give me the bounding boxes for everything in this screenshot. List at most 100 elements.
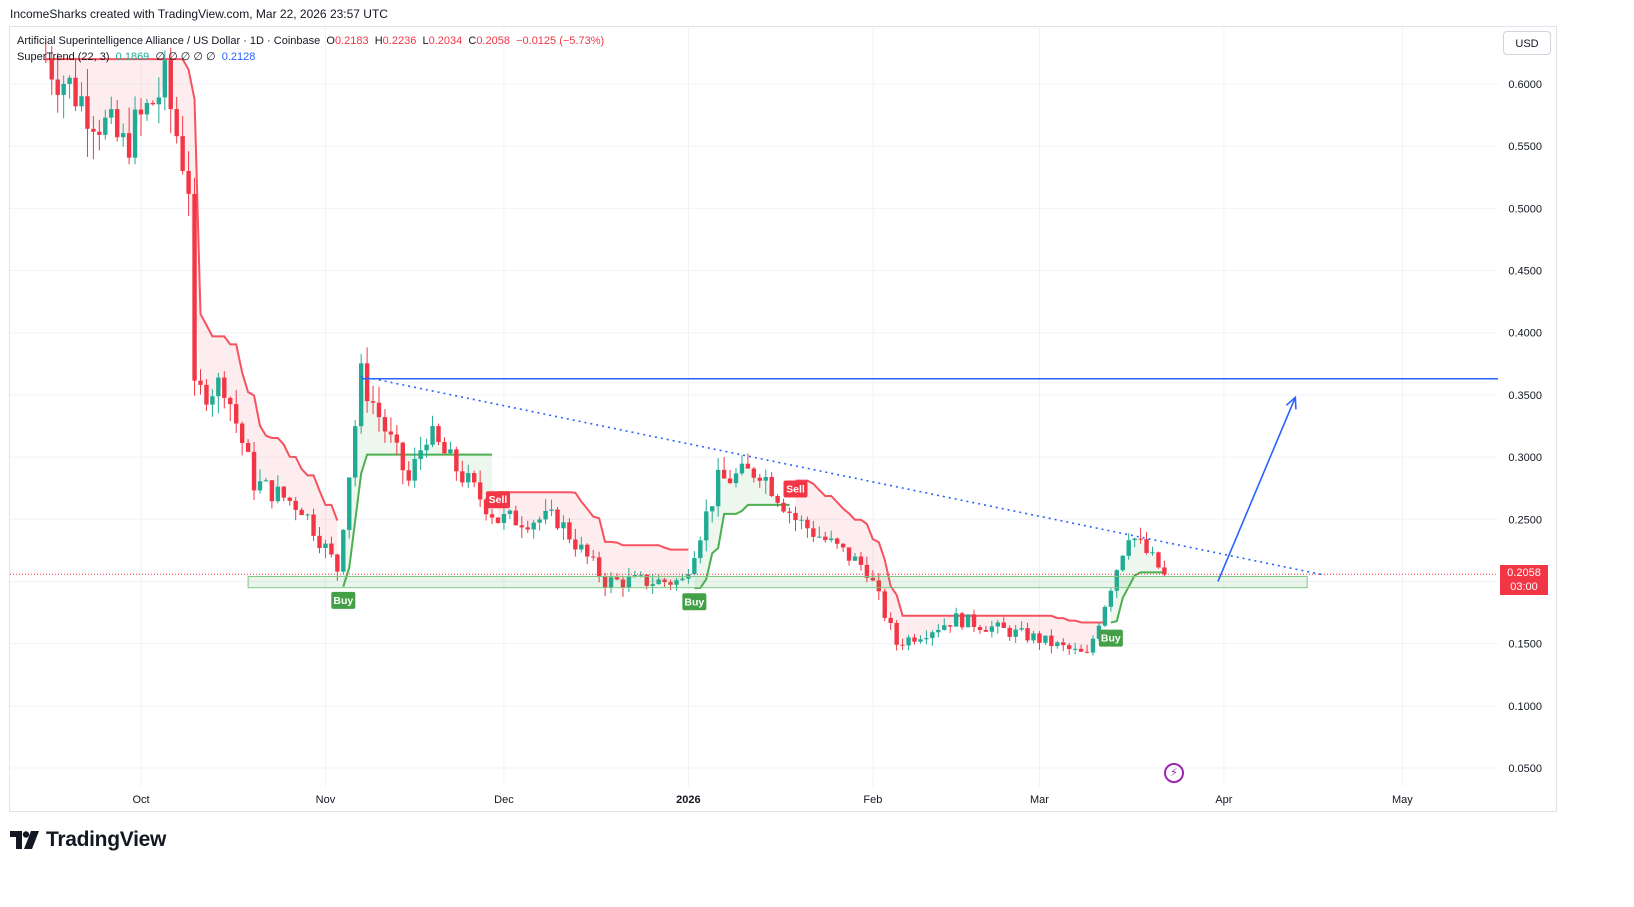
- candle: [156, 77, 162, 124]
- supertrend-fill-segment: [730, 478, 736, 514]
- candle-body: [376, 402, 382, 418]
- supertrend-fill-segment: [622, 545, 629, 584]
- candle-body: [341, 529, 346, 572]
- x-axis: Oct Nov Dec 2026 Feb Mar Apr May: [132, 794, 1413, 806]
- candle: [745, 453, 751, 469]
- supertrend-fill-segment: [1075, 620, 1082, 651]
- supertrend-fill-segment: [307, 475, 314, 526]
- candle: [721, 457, 727, 479]
- candle-body: [585, 544, 590, 557]
- candle-body: [769, 477, 774, 496]
- candle-body: [168, 60, 173, 110]
- candle-body: [888, 617, 893, 623]
- candle-body: [406, 470, 411, 481]
- currency-button[interactable]: USD: [1503, 31, 1551, 55]
- x-tick-label: Feb: [863, 794, 882, 806]
- supertrend-fill-segment: [825, 495, 832, 540]
- candle: [1090, 635, 1096, 656]
- candle-body: [329, 543, 334, 555]
- candle-body: [983, 629, 989, 632]
- candle-body: [436, 426, 441, 442]
- candle: [787, 507, 792, 524]
- candle: [858, 551, 864, 571]
- candle: [549, 499, 554, 516]
- candle-body: [811, 528, 816, 537]
- supertrend-fill-segment: [521, 492, 528, 529]
- candle-body: [103, 117, 108, 135]
- candle: [912, 633, 917, 645]
- candle-body: [97, 131, 102, 135]
- chart-legend: Artificial Superintelligence Alliance / …: [17, 33, 604, 65]
- supertrend-fill-segment: [265, 435, 272, 491]
- candle-body: [745, 463, 751, 469]
- candle-body: [1049, 635, 1054, 647]
- open-value: 0.2183: [334, 35, 369, 47]
- candle-body: [109, 109, 114, 118]
- candle: [942, 618, 947, 631]
- candle: [341, 529, 346, 574]
- candle-body: [882, 591, 887, 618]
- supertrend-line: [694, 503, 790, 590]
- candle: [495, 517, 501, 524]
- candle: [501, 508, 507, 530]
- supertrend-fill-segment: [563, 492, 570, 531]
- indicator-title[interactable]: SuperTrend (22, 3): [17, 51, 110, 63]
- symbol-title[interactable]: Artificial Superintelligence Alliance / …: [17, 35, 321, 47]
- candle: [311, 508, 316, 541]
- tradingview-logo[interactable]: TradingView: [10, 828, 166, 852]
- supertrend-line: [342, 453, 493, 588]
- candle-body: [73, 77, 78, 107]
- candle-body: [1031, 633, 1036, 641]
- candle: [555, 506, 560, 530]
- candle: [263, 477, 269, 482]
- supertrend-fill-segment: [1110, 580, 1117, 623]
- candle: [388, 417, 394, 443]
- candle-body: [293, 500, 298, 510]
- supertrend-fill-segment: [819, 490, 826, 539]
- signal-label: Buy: [333, 595, 353, 607]
- supertrend-fill-segment: [628, 545, 635, 583]
- candle: [430, 415, 435, 448]
- candle: [710, 506, 715, 523]
- supertrend-fill-segment: [831, 495, 838, 542]
- supertrend-fill-segment: [283, 444, 290, 500]
- signal-badge: [331, 591, 356, 609]
- candle-body: [323, 543, 328, 548]
- indicator-value-2: 0.2128: [221, 51, 256, 63]
- candle-body: [275, 486, 281, 502]
- supertrend-fill-segment: [230, 344, 237, 414]
- candle: [1019, 621, 1024, 632]
- candle-body: [775, 495, 780, 503]
- candle-body: [228, 397, 233, 405]
- candle-body: [596, 557, 602, 577]
- supertrend-fill-segment: [474, 454, 481, 491]
- signal-badge: [783, 480, 808, 498]
- lightning-icon[interactable]: ⚡: [1164, 763, 1184, 783]
- candle: [620, 575, 626, 597]
- candle: [180, 116, 185, 175]
- high-value: 0.2236: [382, 35, 417, 47]
- candle-body: [454, 449, 459, 472]
- candle-body: [466, 473, 471, 483]
- candle: [1144, 532, 1149, 555]
- x-tick-label: Dec: [494, 794, 514, 806]
- candle-body: [1025, 628, 1030, 641]
- candle-body: [704, 511, 709, 541]
- candle-body: [674, 580, 679, 585]
- sell-signal: Sell: [486, 491, 510, 509]
- open-label: O: [326, 35, 335, 47]
- candle: [1043, 635, 1048, 646]
- candle: [525, 520, 530, 533]
- candle-body: [43, 59, 48, 61]
- low-label: L: [422, 35, 429, 47]
- candle: [460, 460, 465, 487]
- candle-body: [894, 622, 899, 645]
- tradingview-wordmark: TradingView: [46, 828, 167, 851]
- candle: [924, 630, 929, 645]
- candle: [561, 515, 566, 540]
- candle-body: [870, 577, 876, 581]
- candle-body: [180, 136, 185, 171]
- supertrend-line: [45, 58, 339, 521]
- candle: [79, 81, 84, 112]
